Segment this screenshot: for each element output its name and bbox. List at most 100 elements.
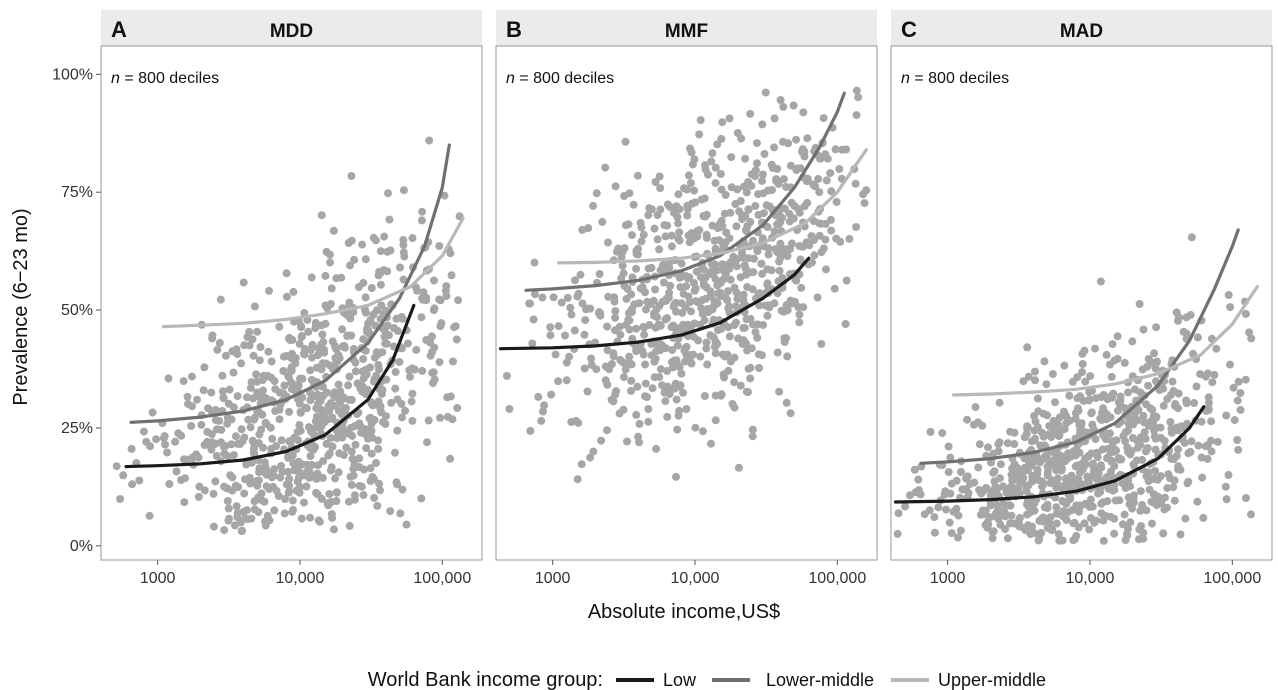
data-point (627, 376, 636, 385)
data-point (679, 388, 687, 397)
data-point (1097, 461, 1105, 470)
data-point (268, 434, 277, 443)
data-point (391, 384, 400, 393)
data-point (145, 511, 154, 520)
data-point (947, 479, 956, 488)
data-point (776, 218, 785, 226)
data-point (321, 271, 330, 280)
data-point (1221, 482, 1230, 491)
data-point (813, 293, 822, 302)
data-point (327, 284, 336, 293)
data-point (237, 359, 246, 368)
data-point (744, 178, 753, 186)
data-point (822, 265, 830, 274)
data-point (763, 279, 772, 288)
data-point (282, 292, 291, 301)
data-point (787, 198, 796, 207)
data-point (276, 473, 285, 482)
data-point (810, 251, 819, 260)
data-point (760, 150, 769, 158)
data-point (836, 237, 845, 246)
data-point (370, 353, 379, 362)
data-point (224, 516, 233, 525)
data-point (277, 436, 286, 445)
data-point (580, 330, 589, 339)
data-point (563, 293, 572, 302)
data-point (683, 211, 692, 220)
data-point (403, 339, 412, 348)
data-point (279, 352, 288, 361)
data-point (361, 308, 370, 317)
data-point (1090, 518, 1099, 527)
data-point (211, 477, 220, 486)
data-point (1081, 377, 1090, 386)
data-point (679, 289, 688, 298)
x-tick-label: 1000 (535, 570, 571, 587)
data-point (270, 465, 279, 474)
data-point (1022, 430, 1031, 438)
data-point (284, 334, 293, 343)
data-point (1152, 323, 1161, 332)
data-point (780, 204, 789, 213)
data-point (1168, 377, 1177, 386)
data-point (1088, 420, 1097, 429)
data-point (893, 529, 902, 538)
data-point (376, 486, 384, 495)
data-point (827, 187, 836, 196)
data-point (311, 417, 320, 426)
data-point (601, 163, 610, 172)
data-point (199, 386, 208, 395)
data-point (246, 479, 255, 488)
data-point (549, 293, 558, 302)
data-point (860, 199, 869, 208)
data-point (803, 134, 812, 143)
data-point (345, 298, 354, 307)
data-point (963, 472, 972, 481)
data-point (1103, 395, 1112, 404)
data-point (700, 194, 709, 203)
fit-line-low (124, 303, 416, 469)
data-point (650, 224, 659, 233)
data-point (753, 159, 761, 168)
data-point (329, 525, 338, 534)
data-point (392, 314, 401, 323)
data-point (725, 234, 734, 243)
data-point (1021, 463, 1030, 472)
data-point (639, 350, 648, 359)
data-point (755, 364, 763, 372)
data-point (702, 344, 711, 353)
data-point (633, 171, 642, 180)
data-point (430, 343, 439, 352)
data-point (1043, 462, 1052, 471)
data-point (673, 425, 682, 434)
data-point (644, 211, 653, 220)
data-point (223, 419, 232, 428)
data-point (187, 421, 196, 430)
data-point (1086, 495, 1095, 504)
data-point (794, 204, 803, 213)
data-point (595, 309, 603, 318)
data-point (1075, 421, 1084, 430)
data-point (265, 286, 273, 295)
data-point (337, 273, 346, 282)
data-point (1148, 498, 1157, 507)
data-point (317, 211, 326, 220)
data-point (1210, 370, 1219, 379)
data-point (429, 306, 438, 315)
data-point (1107, 372, 1116, 381)
data-point (1143, 362, 1152, 371)
data-point (784, 139, 793, 148)
data-point (1126, 518, 1135, 527)
data-point (674, 190, 683, 199)
data-point (382, 329, 390, 338)
data-point (116, 495, 125, 503)
data-point (632, 324, 641, 333)
data-point (1098, 498, 1107, 507)
data-point (1110, 514, 1119, 523)
data-point (926, 427, 935, 436)
data-point (197, 420, 206, 429)
data-point (229, 403, 238, 412)
data-point (1074, 474, 1083, 483)
data-point (775, 266, 784, 275)
